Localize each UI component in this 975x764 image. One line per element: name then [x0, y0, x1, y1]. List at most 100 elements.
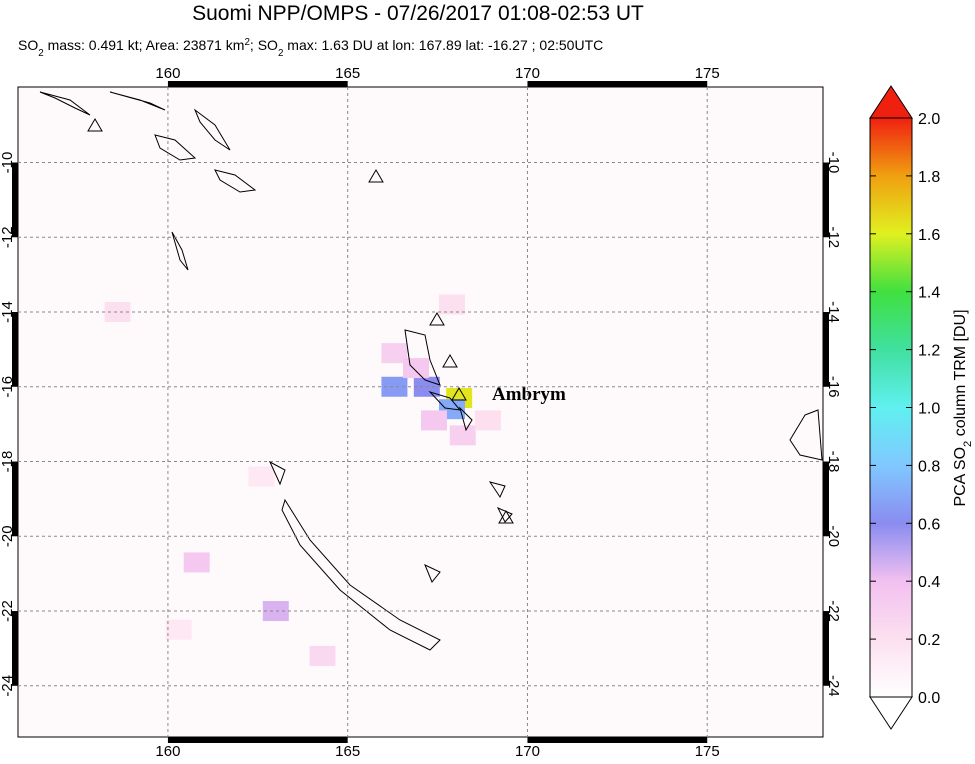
y-tick-label: -24	[0, 675, 16, 697]
so2-pixel	[381, 376, 408, 397]
coastline	[39, 91, 91, 116]
so2-pixel	[262, 601, 289, 622]
y-tick-label: -12	[0, 226, 16, 248]
text-part: 2	[278, 48, 283, 59]
x-tick-label: 170	[515, 743, 540, 759]
so2-pixel	[438, 294, 465, 315]
frame-band	[823, 611, 829, 686]
colorbar-tick-label: 2.0	[918, 111, 940, 128]
coastline	[281, 498, 441, 651]
x-tick-label: 175	[695, 743, 720, 759]
frame-band	[12, 312, 18, 387]
y-tick-label: -10	[0, 152, 16, 174]
volcano	[429, 312, 445, 326]
so2-pixel	[381, 343, 408, 364]
colorbar-over	[869, 85, 913, 119]
colorbar-tick-label: 1.4	[918, 285, 940, 302]
colorbar	[869, 117, 913, 698]
y-tick-label: -22	[825, 600, 842, 622]
coastline	[424, 564, 441, 583]
text-part: 2	[38, 48, 43, 59]
text-part: mass: 0.491 kt; Area: 23871 km	[44, 37, 245, 53]
y-tick-label: -12	[825, 226, 842, 248]
volcano-markers	[87, 118, 514, 524]
y-tick-label: -22	[0, 600, 16, 622]
colorbar-tick-label: 1.8	[918, 169, 940, 186]
colorbar-tick-label: 0.6	[918, 516, 940, 533]
coastline	[789, 409, 823, 461]
coastline	[109, 91, 166, 111]
text-part: ; SO	[250, 37, 278, 53]
so2-pixel	[248, 466, 275, 487]
title: Suomi NPP/OMPS - 07/26/2017 01:08-02:53 …	[192, 2, 644, 25]
coastline	[428, 390, 462, 411]
map-frame	[17, 86, 824, 738]
pixel-layer	[104, 294, 501, 666]
y-tick-label: -16	[825, 376, 842, 398]
volcano	[442, 354, 458, 368]
colorbar-tick-label: 1.2	[918, 343, 940, 360]
coastline	[214, 169, 257, 193]
coastlines	[39, 91, 823, 651]
so2-pixel	[183, 552, 210, 573]
text-part: PCA SO	[952, 447, 969, 507]
frame-band	[823, 312, 829, 387]
colorbar-tick-label: 1.6	[918, 227, 940, 244]
volcano-label: Ambrym	[492, 384, 566, 405]
x-tick-label: 160	[155, 743, 180, 759]
text-part: SO	[18, 37, 38, 53]
coastline	[496, 507, 513, 523]
volcano	[498, 510, 514, 524]
coastline	[193, 108, 231, 151]
text-part: 2	[962, 441, 974, 447]
x-tick-label: 175	[695, 65, 720, 82]
coastline	[404, 329, 441, 386]
y-tick-label: -14	[0, 301, 16, 323]
so2-pixel	[309, 645, 336, 666]
y-tick-label: -20	[825, 525, 842, 547]
colorbar-label: PCA SO2 column TRM [DU]	[952, 309, 974, 506]
x-tick-label: 170	[515, 65, 540, 82]
y-tick-label: -16	[0, 376, 16, 398]
so2-pixel	[474, 410, 501, 431]
y-tick-label: -14	[825, 301, 842, 323]
colorbar-tick-label: 0.4	[918, 574, 940, 591]
colorbar-tick-label: 0.2	[918, 632, 940, 649]
frame-band	[12, 461, 18, 537]
y-tick-label: -18	[825, 451, 842, 473]
y-tick-label: -24	[825, 675, 842, 697]
colorbar-tick-label: 1.0	[918, 401, 940, 418]
colorbar-tick-label: 0.0	[918, 690, 940, 707]
coastline	[268, 460, 286, 486]
text-part: max: 1.63 DU at lon: 167.89 lat: -16.27 …	[283, 37, 603, 53]
colorbar-under	[869, 696, 913, 730]
y-tick-label: -18	[0, 451, 16, 473]
frame-band	[167, 81, 348, 87]
coastline	[171, 231, 189, 271]
frame-band	[167, 737, 348, 743]
coastline	[459, 406, 473, 432]
colorbar-tick-label: 0.8	[918, 458, 940, 475]
x-tick-label: 160	[155, 65, 180, 82]
x-tick-label: 165	[335, 65, 360, 82]
frame-band	[823, 162, 829, 238]
text-part: 2	[244, 37, 249, 48]
coastline	[488, 481, 506, 499]
axes: 160 160 165 165 170 170 175 175 -10 -10 -12 -12 -14 -…	[0, 65, 842, 760]
frame-band	[12, 162, 18, 238]
volcano	[368, 169, 384, 183]
frame-band	[823, 461, 829, 537]
volcano	[87, 118, 103, 132]
volcano	[451, 387, 467, 401]
so2-pixel	[420, 410, 447, 431]
coastline	[154, 134, 197, 161]
y-tick-label: -10	[825, 152, 842, 174]
frame-band	[527, 81, 708, 87]
so2-pixel	[165, 619, 192, 640]
frame-band	[527, 737, 708, 743]
y-tick-label: -20	[0, 525, 16, 547]
frame-band	[12, 611, 18, 686]
so2-pixel	[104, 302, 131, 323]
